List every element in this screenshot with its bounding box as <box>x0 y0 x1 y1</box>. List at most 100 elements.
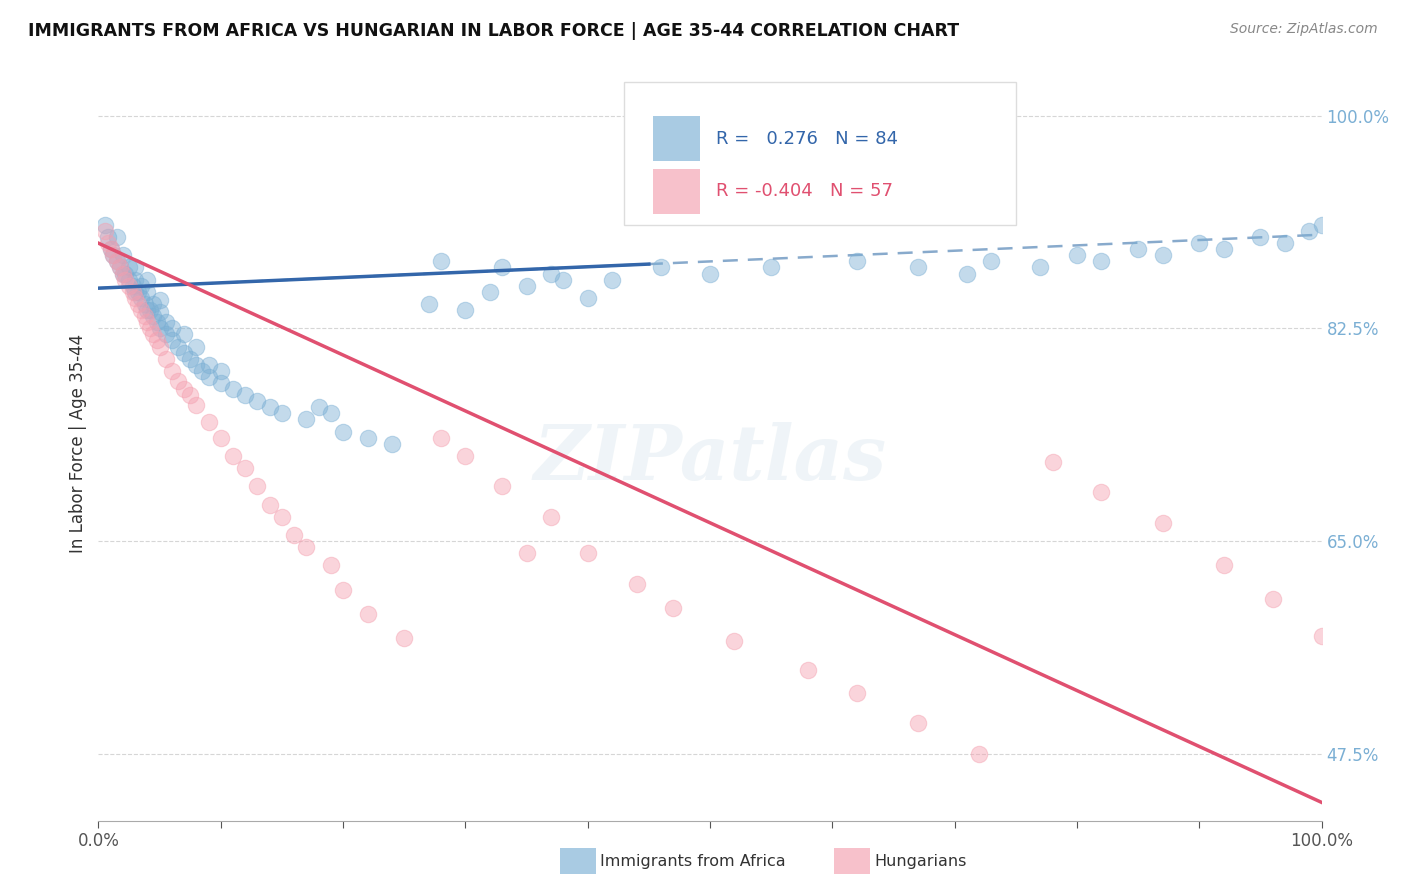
Point <box>142 297 165 311</box>
Point <box>136 315 159 329</box>
Point <box>105 230 128 244</box>
Point <box>515 278 537 293</box>
Point <box>111 248 134 262</box>
Point <box>129 291 152 305</box>
Point <box>1310 629 1333 643</box>
Point <box>600 273 623 287</box>
Point <box>127 297 149 311</box>
Point <box>160 334 183 348</box>
Point <box>723 633 745 648</box>
Text: R = -0.404   N = 57: R = -0.404 N = 57 <box>716 182 893 201</box>
Point <box>173 327 195 342</box>
Point <box>650 260 672 275</box>
Point <box>101 248 124 262</box>
Point <box>209 364 232 378</box>
Point <box>139 303 162 318</box>
Point <box>356 607 378 621</box>
Point <box>270 509 294 524</box>
Point <box>259 498 281 512</box>
Point <box>1066 248 1088 262</box>
Point <box>105 254 128 268</box>
Point <box>907 716 929 731</box>
Point <box>1152 516 1174 530</box>
Text: Source: ZipAtlas.com: Source: ZipAtlas.com <box>1230 22 1378 37</box>
Point <box>246 394 269 409</box>
Point <box>124 273 146 287</box>
Point <box>155 327 177 342</box>
Point <box>142 327 165 342</box>
Point <box>124 285 146 299</box>
Point <box>283 528 305 542</box>
Point <box>179 351 201 366</box>
Point <box>149 321 172 335</box>
Point <box>146 315 169 329</box>
Point <box>1090 485 1112 500</box>
Point <box>139 321 162 335</box>
Point <box>111 267 134 281</box>
Point <box>662 600 685 615</box>
Point <box>197 415 219 429</box>
Point <box>1090 254 1112 268</box>
Point <box>136 303 159 318</box>
Point <box>956 267 979 281</box>
Point <box>149 305 172 319</box>
Point <box>233 388 256 402</box>
Text: Hungarians: Hungarians <box>875 855 967 869</box>
FancyBboxPatch shape <box>652 116 700 161</box>
Point <box>430 431 453 445</box>
Point <box>186 358 208 372</box>
Text: R =   0.276   N = 84: R = 0.276 N = 84 <box>716 129 898 147</box>
Point <box>540 509 562 524</box>
Point <box>1029 260 1052 275</box>
Point <box>478 285 501 299</box>
Point <box>167 339 190 353</box>
Point <box>186 398 208 412</box>
Point <box>222 382 245 396</box>
Point <box>454 449 477 463</box>
Point <box>1128 242 1150 256</box>
Point <box>845 686 868 700</box>
Point <box>110 260 132 275</box>
Point <box>259 401 281 415</box>
Point <box>129 278 152 293</box>
Point <box>114 273 136 287</box>
Point <box>515 546 537 560</box>
Point <box>576 291 599 305</box>
Point <box>699 267 721 281</box>
Point <box>233 461 256 475</box>
Point <box>173 345 195 359</box>
Point <box>1261 592 1284 607</box>
Point <box>418 297 440 311</box>
Point <box>118 260 141 275</box>
Point <box>270 406 294 420</box>
Point <box>797 663 820 677</box>
FancyBboxPatch shape <box>652 169 700 213</box>
Point <box>160 364 183 378</box>
Point <box>146 334 169 348</box>
Point <box>149 339 172 353</box>
Point <box>1212 242 1234 256</box>
Point <box>332 582 354 597</box>
Point <box>155 351 177 366</box>
Point <box>491 479 513 493</box>
Point <box>209 376 232 390</box>
Point <box>93 218 115 232</box>
Point <box>356 431 378 445</box>
Point <box>222 449 245 463</box>
Point <box>93 224 115 238</box>
Point <box>97 230 120 244</box>
Point <box>761 260 783 275</box>
Point <box>392 632 416 646</box>
Point <box>97 236 120 251</box>
Point <box>209 431 232 445</box>
Point <box>191 364 214 378</box>
Point <box>167 374 190 388</box>
Point <box>101 248 124 262</box>
Point <box>118 278 141 293</box>
Point <box>129 303 152 318</box>
Point <box>845 254 868 268</box>
Point <box>553 273 575 287</box>
Point <box>100 242 122 256</box>
Point <box>319 406 342 420</box>
Point <box>430 254 453 268</box>
